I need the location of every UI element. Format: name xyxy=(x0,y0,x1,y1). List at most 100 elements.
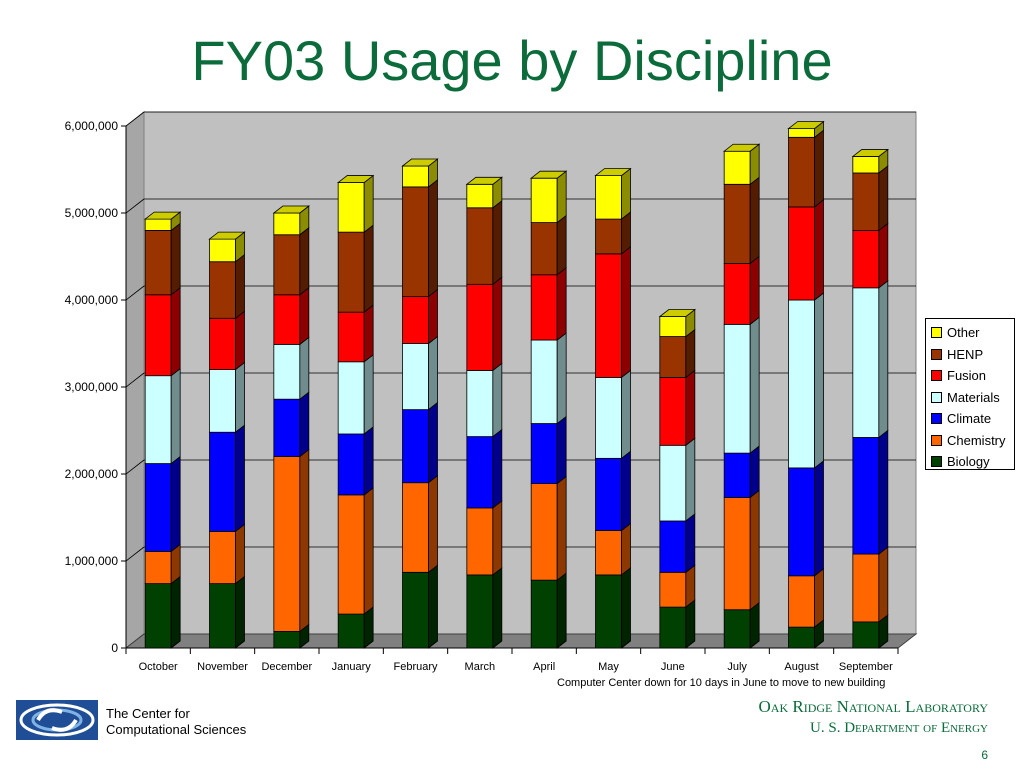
lab-name: Oak Ridge National Laboratory U. S. Depa… xyxy=(759,696,988,738)
ccs-logo xyxy=(16,700,98,740)
legend-swatch xyxy=(931,348,942,360)
bar-april-fusion-side xyxy=(556,266,567,341)
bar-april-biology-side xyxy=(556,572,567,649)
bar-september-chemistry xyxy=(852,553,880,623)
bar-july-chemistry xyxy=(723,497,751,611)
bar-september-climate-side xyxy=(878,429,889,555)
bar-june-biology xyxy=(659,606,687,649)
bar-january-biology xyxy=(337,613,365,649)
bar-march-chemistry-side xyxy=(492,500,503,576)
bar-december-climate xyxy=(273,398,301,457)
bar-april-climate xyxy=(530,423,558,484)
bar-february-henp xyxy=(402,186,429,297)
legend-label: Materials xyxy=(947,389,1000,405)
bar-august-chemistry-side xyxy=(814,567,824,628)
bar-april-henp xyxy=(530,222,558,276)
x-tick-label: July xyxy=(727,661,747,673)
bar-november-fusion-side xyxy=(235,310,245,371)
lab-line-1: Oak Ridge National Laboratory xyxy=(758,697,988,716)
bar-november-other xyxy=(209,238,236,263)
bar-february-biology-side xyxy=(428,564,438,649)
gridline-side xyxy=(125,459,145,475)
bar-may-materials xyxy=(595,377,622,459)
x-tick-label: February xyxy=(393,661,438,673)
bar-august-henp-side xyxy=(814,129,824,208)
legend-item-materials: Materials xyxy=(926,387,1014,409)
bar-march-materials xyxy=(466,370,494,437)
bar-may-other xyxy=(595,175,622,220)
bar-june-henp-side xyxy=(685,328,696,379)
gridline-side xyxy=(125,285,145,301)
bar-october-materials-side xyxy=(170,367,181,465)
legend-label: Climate xyxy=(947,411,992,427)
bar-march-climate-side xyxy=(492,428,503,509)
chart-legend: Other HENP Fusion Materials Climate Chemistry… xyxy=(925,318,1015,470)
bar-february-fusion-side xyxy=(428,288,438,345)
bar-may-climate xyxy=(595,457,622,531)
gridline-side xyxy=(125,198,145,214)
bar-november-biology xyxy=(209,583,236,649)
bar-top-august xyxy=(787,121,825,130)
bar-august-climate-side xyxy=(814,460,824,577)
bar-april-chemistry-side xyxy=(556,475,567,581)
bar-october-climate-side xyxy=(170,455,181,553)
bar-october-climate xyxy=(144,463,172,552)
chart-note: Computer Center down for 10 days in June… xyxy=(557,677,886,689)
bar-top-june xyxy=(658,309,696,317)
bar-january-henp-side xyxy=(363,224,374,313)
bar-august-fusion xyxy=(788,206,815,301)
legend-swatch xyxy=(931,391,942,403)
bar-january-chemistry xyxy=(337,494,365,615)
bar-june-climate-side xyxy=(685,513,696,574)
bar-january-fusion-side xyxy=(363,304,374,363)
bar-october-other xyxy=(144,218,172,231)
bar-february-chemistry xyxy=(402,482,429,573)
bar-october-fusion-side xyxy=(170,286,181,377)
bar-top-may xyxy=(594,168,632,176)
bar-november-henp-side xyxy=(235,253,245,320)
bar-january-henp xyxy=(337,231,365,313)
legend-item-chemistry: Chemistry xyxy=(926,430,1014,452)
bar-december-chemistry xyxy=(273,456,301,632)
bar-june-henp xyxy=(659,336,687,378)
bar-december-other xyxy=(273,212,301,236)
bar-august-chemistry xyxy=(788,575,815,628)
bar-top-april xyxy=(530,170,568,179)
lab-line-2: U. S. Department of Energy xyxy=(810,720,988,736)
bar-november-climate-side xyxy=(235,424,245,533)
bar-june-fusion-side xyxy=(685,369,696,447)
legend-label: Biology xyxy=(947,454,990,470)
legend-item-other: Other xyxy=(926,322,1014,344)
bar-top-september xyxy=(851,149,889,157)
bar-july-henp-side xyxy=(749,176,760,265)
bar-march-biology-side xyxy=(492,567,503,649)
bar-top-november xyxy=(208,231,246,240)
bar-november-climate xyxy=(209,431,236,532)
y-tick-label: 3,000,000 xyxy=(65,380,119,394)
bar-august-biology xyxy=(788,626,815,649)
bar-november-fusion xyxy=(209,317,236,370)
bar-february-fusion xyxy=(402,296,429,344)
legend-swatch xyxy=(931,327,942,339)
bar-october-chemistry xyxy=(144,551,172,585)
bar-april-henp-side xyxy=(556,214,567,276)
bar-top-october xyxy=(144,211,182,220)
bar-july-fusion xyxy=(723,263,751,325)
x-tick-label: June xyxy=(661,661,685,673)
bar-may-other-side xyxy=(621,167,631,220)
bar-august-fusion-side xyxy=(814,199,824,301)
x-tick-label: March xyxy=(465,661,496,673)
gridline-side xyxy=(125,546,145,562)
bar-december-biology xyxy=(273,631,301,649)
bar-november-henp xyxy=(209,261,236,319)
page-number: 6 xyxy=(981,748,988,762)
legend-label: Chemistry xyxy=(947,432,1006,448)
bar-may-materials-side xyxy=(621,369,631,460)
bar-june-chemistry xyxy=(659,571,687,608)
gridline-side xyxy=(125,372,145,388)
legend-swatch xyxy=(931,456,942,468)
stacked-bar-chart: 0 1,000,000 2,000,000 3,000,000 4,000,000 5,0… xyxy=(65,110,918,673)
bar-march-materials-side xyxy=(492,362,503,438)
bar-april-fusion xyxy=(530,274,558,341)
bar-february-materials-side xyxy=(428,335,438,411)
